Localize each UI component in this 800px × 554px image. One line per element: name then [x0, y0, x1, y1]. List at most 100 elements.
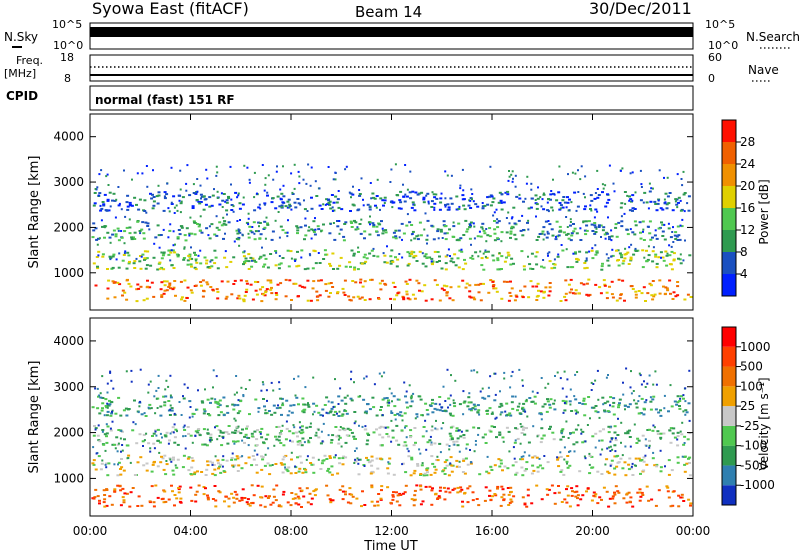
velocity-cell [231, 431, 235, 434]
velocity-cell [561, 435, 565, 438]
power-cell [595, 227, 598, 230]
power-cell [530, 188, 533, 191]
power-cell [600, 265, 604, 268]
power-cell [245, 280, 249, 283]
power-cell [290, 299, 293, 301]
velocity-cell [452, 399, 455, 402]
velocity-cell [629, 445, 632, 448]
velocity-cell [664, 465, 666, 468]
power-cell [601, 191, 604, 194]
velocity-cell [177, 488, 181, 491]
power-cell [535, 239, 539, 241]
power-cell [665, 203, 669, 206]
velocity-cell [620, 441, 622, 444]
velocity-cell [400, 429, 404, 432]
power-cell [647, 207, 650, 210]
power-cell [320, 208, 324, 210]
power-cell [481, 205, 485, 208]
power-cell [299, 226, 303, 229]
velocity-cell [106, 402, 109, 405]
velocity-cell [623, 461, 627, 464]
power-cell [199, 281, 203, 283]
velocity-cell [456, 486, 460, 489]
velocity-cell [568, 505, 572, 508]
velocity-cell [559, 455, 563, 458]
velocity-cell [101, 375, 104, 378]
power-cell [96, 243, 99, 246]
power-cell [398, 253, 401, 255]
velocity-cell [606, 400, 610, 403]
power-cell [507, 254, 511, 257]
velocity-ylabel: Slant Range [km] [27, 361, 42, 474]
velocity-cell [530, 400, 534, 403]
power-cell [678, 238, 682, 241]
power-cell [647, 254, 651, 257]
power-cell [277, 267, 281, 270]
velocity-cell [609, 440, 612, 443]
power-cell [327, 199, 331, 202]
power-cell [406, 188, 409, 191]
velocity-cell [469, 462, 473, 465]
velocity-cell [473, 450, 476, 453]
velocity-colorbar-swatch [722, 327, 736, 347]
power-cell [431, 263, 434, 266]
velocity-cell [275, 407, 279, 410]
power-cell [495, 290, 499, 293]
velocity-cell [645, 444, 648, 447]
velocity-cell [119, 437, 122, 440]
power-cell [179, 202, 183, 205]
velocity-cell [149, 447, 152, 450]
power-cell [559, 207, 562, 210]
velocity-cell [622, 393, 625, 396]
velocity-cell [99, 396, 103, 399]
power-cell [620, 256, 624, 259]
velocity-cell [336, 412, 338, 415]
power-cell [583, 208, 587, 211]
velocity-cell [409, 436, 412, 439]
power-cell [463, 208, 467, 211]
power-cell [245, 282, 249, 285]
velocity-cell [195, 490, 199, 493]
power-cell [492, 197, 496, 200]
velocity-cell [102, 443, 106, 446]
velocity-cell [430, 489, 434, 492]
velocity-cell [642, 469, 646, 472]
power-cell [577, 191, 580, 193]
velocity-cell [149, 380, 152, 383]
velocity-cell [293, 497, 297, 500]
velocity-cell [688, 432, 692, 435]
power-cell [276, 165, 278, 168]
power-cell [596, 169, 599, 172]
velocity-cell [204, 474, 208, 476]
velocity-cell [210, 397, 214, 400]
power-cell [271, 230, 275, 233]
power-cell [508, 291, 512, 294]
power-cell [258, 225, 260, 228]
power-cell [492, 214, 495, 217]
velocity-cell [566, 494, 570, 497]
velocity-cell [684, 409, 688, 412]
velocity-cell [633, 399, 636, 402]
velocity-cell [155, 434, 158, 437]
power-cell [433, 279, 437, 282]
power-cell [481, 207, 485, 210]
power-cell [309, 184, 312, 187]
velocity-cell [312, 471, 316, 474]
velocity-cell [366, 432, 370, 435]
power-cell [559, 300, 563, 302]
velocity-cell [176, 430, 178, 433]
power-cell [304, 224, 307, 227]
power-cell [539, 290, 543, 293]
velocity-cell [546, 398, 549, 401]
power-cell [681, 218, 684, 221]
power-cell [444, 205, 447, 208]
velocity-cell [362, 398, 366, 401]
velocity-cell [147, 383, 150, 386]
velocity-cell [475, 498, 479, 500]
power-cell [645, 249, 648, 252]
power-cell [238, 230, 240, 233]
power-cell [615, 249, 618, 252]
power-cell [564, 279, 568, 282]
power-cell [626, 233, 630, 236]
